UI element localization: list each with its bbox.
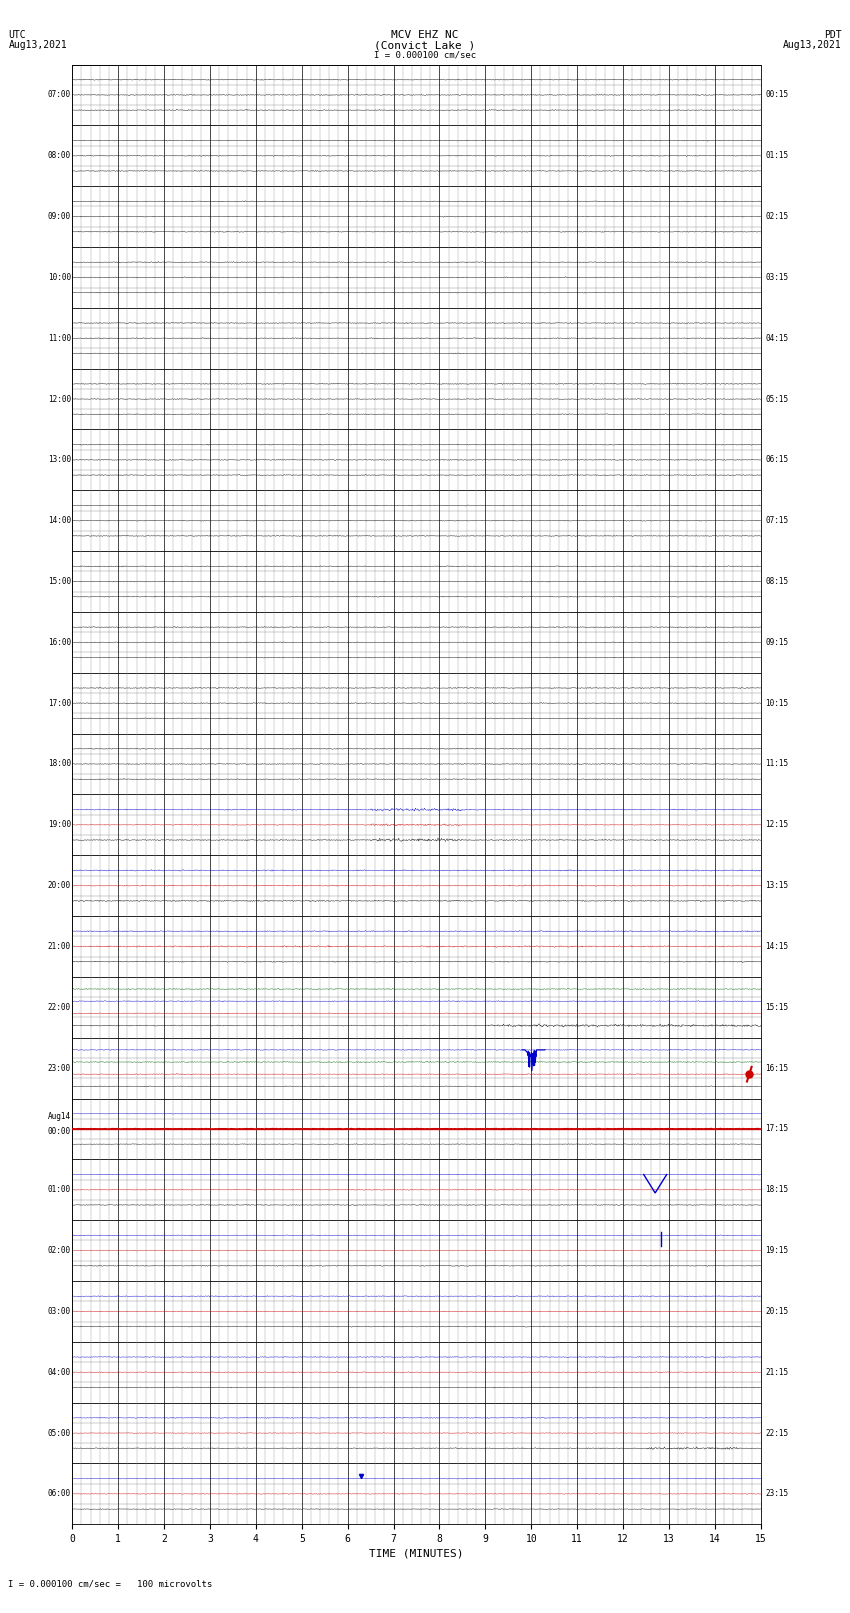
Text: 08:00: 08:00	[48, 152, 71, 160]
Text: UTC: UTC	[8, 31, 26, 40]
Text: 17:00: 17:00	[48, 698, 71, 708]
Text: 00:00: 00:00	[48, 1127, 71, 1137]
Text: 09:00: 09:00	[48, 211, 71, 221]
Text: 19:15: 19:15	[765, 1247, 788, 1255]
Text: 08:15: 08:15	[765, 577, 788, 586]
Text: 18:00: 18:00	[48, 760, 71, 768]
Text: 15:15: 15:15	[765, 1003, 788, 1011]
Text: 20:15: 20:15	[765, 1307, 788, 1316]
Text: 14:00: 14:00	[48, 516, 71, 526]
Text: PDT: PDT	[824, 31, 842, 40]
Text: 14:15: 14:15	[765, 942, 788, 952]
Text: Aug14: Aug14	[48, 1113, 71, 1121]
Text: 00:15: 00:15	[765, 90, 788, 100]
Text: 16:00: 16:00	[48, 637, 71, 647]
Text: (Convict Lake ): (Convict Lake )	[374, 40, 476, 50]
Text: 06:15: 06:15	[765, 455, 788, 465]
Text: 05:00: 05:00	[48, 1429, 71, 1437]
Text: 18:15: 18:15	[765, 1186, 788, 1194]
Text: 21:15: 21:15	[765, 1368, 788, 1378]
Text: 19:00: 19:00	[48, 821, 71, 829]
Text: 02:15: 02:15	[765, 211, 788, 221]
Text: Aug13,2021: Aug13,2021	[783, 40, 842, 50]
Text: 09:15: 09:15	[765, 637, 788, 647]
Text: 13:15: 13:15	[765, 881, 788, 890]
Text: 21:00: 21:00	[48, 942, 71, 952]
Text: 13:00: 13:00	[48, 455, 71, 465]
Text: 04:00: 04:00	[48, 1368, 71, 1378]
Text: I = 0.000100 cm/sec: I = 0.000100 cm/sec	[374, 50, 476, 60]
Text: 11:15: 11:15	[765, 760, 788, 768]
Text: 22:00: 22:00	[48, 1003, 71, 1011]
Text: 22:15: 22:15	[765, 1429, 788, 1437]
Text: 23:15: 23:15	[765, 1489, 788, 1498]
Text: 01:00: 01:00	[48, 1186, 71, 1194]
X-axis label: TIME (MINUTES): TIME (MINUTES)	[369, 1548, 464, 1558]
Text: I = 0.000100 cm/sec =   100 microvolts: I = 0.000100 cm/sec = 100 microvolts	[8, 1579, 212, 1589]
Text: 15:00: 15:00	[48, 577, 71, 586]
Text: 06:00: 06:00	[48, 1489, 71, 1498]
Text: 20:00: 20:00	[48, 881, 71, 890]
Text: MCV EHZ NC: MCV EHZ NC	[391, 31, 459, 40]
Text: 05:15: 05:15	[765, 395, 788, 403]
Text: 01:15: 01:15	[765, 152, 788, 160]
Text: 23:00: 23:00	[48, 1063, 71, 1073]
Text: 11:00: 11:00	[48, 334, 71, 342]
Text: 04:15: 04:15	[765, 334, 788, 342]
Text: 02:00: 02:00	[48, 1247, 71, 1255]
Text: 12:15: 12:15	[765, 821, 788, 829]
Text: Aug13,2021: Aug13,2021	[8, 40, 67, 50]
Text: 03:00: 03:00	[48, 1307, 71, 1316]
Text: 12:00: 12:00	[48, 395, 71, 403]
Text: 17:15: 17:15	[765, 1124, 788, 1134]
Text: 03:15: 03:15	[765, 273, 788, 282]
Text: 16:15: 16:15	[765, 1063, 788, 1073]
Text: 10:15: 10:15	[765, 698, 788, 708]
Text: 07:15: 07:15	[765, 516, 788, 526]
Text: 10:00: 10:00	[48, 273, 71, 282]
Text: 07:00: 07:00	[48, 90, 71, 100]
